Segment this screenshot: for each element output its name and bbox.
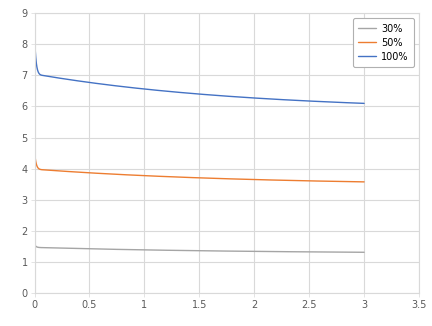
50% (34, 161, 39, 165)
30% (237, 249, 242, 253)
100% (362, 101, 367, 105)
50% (137, 173, 142, 177)
30% (34, 244, 39, 248)
50% (64, 170, 69, 173)
100% (34, 59, 39, 63)
30% (252, 249, 257, 253)
30% (137, 248, 142, 252)
30% (362, 250, 367, 254)
Legend: 30%, 50%, 100%: 30%, 50%, 100% (353, 18, 414, 67)
50% (252, 178, 257, 182)
50% (237, 177, 242, 181)
100% (330, 100, 336, 104)
50% (330, 179, 336, 183)
100% (32, 35, 37, 38)
30% (32, 243, 37, 246)
100% (64, 77, 69, 81)
Line: 30%: 30% (35, 244, 364, 252)
50% (362, 180, 367, 184)
100% (252, 96, 257, 100)
100% (237, 95, 242, 99)
100% (137, 86, 142, 90)
Line: 100%: 100% (35, 37, 364, 103)
Line: 50%: 50% (35, 152, 364, 182)
30% (330, 250, 336, 254)
50% (32, 150, 37, 154)
30% (64, 246, 69, 250)
